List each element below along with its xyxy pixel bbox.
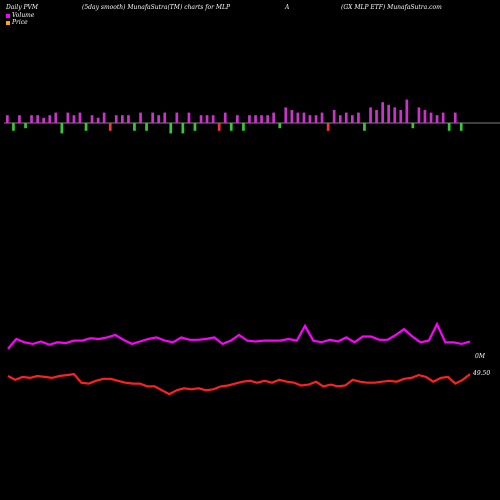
volume-bar — [272, 112, 275, 123]
volume-bar — [417, 107, 421, 123]
volume-bar — [278, 123, 282, 129]
volume-bar — [151, 112, 154, 123]
volume-bar — [357, 112, 360, 123]
volume-bar — [453, 112, 457, 123]
volume-bar — [102, 112, 106, 123]
volume-bar — [163, 112, 167, 123]
volume-bar — [108, 123, 112, 131]
price-value-label: 49.50 — [472, 370, 490, 377]
volume-bar — [248, 115, 251, 123]
volume-bar — [314, 115, 318, 123]
volume-bar — [326, 123, 330, 131]
legend-price-label: Price — [12, 19, 28, 26]
volume-bar — [42, 117, 45, 123]
legend-volume-swatch — [6, 13, 10, 18]
volume-bar — [429, 112, 433, 123]
volume-bar — [133, 123, 136, 131]
volume-bar — [338, 115, 342, 123]
chart-header-title: (5day smooth) MunafaSutra(TM) charts for… — [82, 4, 231, 11]
volume-bar — [229, 123, 233, 131]
volume-value-label: 0M — [475, 353, 486, 360]
volume-bar — [90, 115, 94, 123]
volume-bar — [66, 112, 70, 123]
volume-bar — [114, 115, 118, 123]
volume-bar — [145, 123, 148, 131]
volume-bar — [375, 110, 378, 123]
volume-bar — [387, 104, 390, 123]
volume-bar — [54, 112, 58, 123]
volume-bar — [369, 107, 372, 123]
volume-bar — [169, 123, 173, 134]
volume-bar — [411, 123, 415, 129]
volume-bar — [18, 115, 21, 123]
volume-bar — [127, 115, 130, 123]
volume-bar — [242, 123, 245, 131]
volume-bar — [96, 117, 100, 123]
volume-bar — [332, 110, 336, 123]
volume-bar — [36, 115, 39, 123]
volume-bar — [12, 123, 15, 131]
volume-bar — [290, 110, 294, 123]
volume-bar — [211, 115, 215, 123]
volume-bar — [30, 115, 33, 123]
volume-bar — [6, 115, 9, 123]
volume-bar — [266, 115, 269, 123]
volume-bar — [308, 115, 312, 123]
volume-bar — [157, 115, 160, 123]
volume-bar — [121, 115, 124, 123]
chart-header-a: A — [285, 4, 290, 11]
volume-bar — [139, 112, 142, 123]
volume-bar — [217, 123, 221, 131]
volume-bar — [260, 115, 263, 123]
legend-volume-label: Volume — [12, 12, 35, 19]
volume-bar — [381, 102, 384, 123]
volume-bar — [223, 112, 227, 123]
volume-bar — [399, 110, 403, 123]
volume-bar — [199, 115, 203, 123]
volume-bar — [48, 115, 52, 123]
volume-bar — [447, 123, 451, 131]
volume-bar — [236, 115, 239, 123]
legend-volume: Volume — [6, 12, 34, 19]
volume-bars — [6, 99, 463, 134]
volume-bar — [78, 112, 82, 123]
volume-bar — [351, 115, 354, 123]
legend-price-swatch — [6, 20, 10, 25]
legend-price: Price — [6, 19, 28, 26]
volume-bar — [405, 99, 409, 123]
chart-header-source: (GX MLP ETF) MunafaSutra.com — [341, 4, 442, 11]
volume-line — [7, 321, 471, 350]
volume-bar — [320, 112, 324, 123]
volume-bar — [24, 123, 27, 129]
volume-bar — [284, 107, 288, 123]
volume-bar — [181, 123, 185, 134]
volume-bar — [84, 123, 88, 131]
volume-bar — [187, 112, 191, 123]
chart-header-left: Daily PVM — [6, 4, 39, 11]
volume-bar — [435, 115, 439, 123]
volume-bar — [175, 112, 179, 123]
volume-bar — [60, 123, 64, 134]
volume-bar — [72, 115, 76, 123]
volume-bar — [423, 110, 427, 123]
volume-bar — [441, 112, 445, 123]
price-line — [7, 372, 471, 396]
volume-bar — [459, 123, 463, 131]
volume-bar — [193, 123, 197, 131]
volume-bar — [363, 123, 366, 131]
volume-bar — [302, 112, 306, 123]
volume-bar — [393, 107, 397, 123]
volume-bar — [254, 115, 257, 123]
volume-bar — [296, 112, 300, 123]
volume-bar — [344, 112, 348, 123]
volume-bar — [205, 115, 209, 123]
